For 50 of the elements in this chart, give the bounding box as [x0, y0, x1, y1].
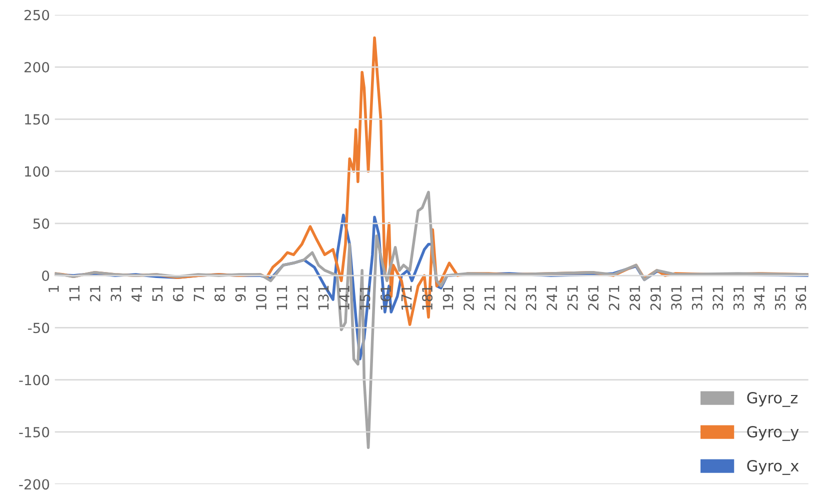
y-tick-label: -150 — [19, 426, 50, 438]
x-tick-label: 11 — [69, 286, 80, 301]
x-tick-label: 241 — [546, 286, 557, 310]
legend-label: Gyro_y — [747, 426, 799, 441]
x-tick-label: 251 — [567, 286, 578, 310]
y-tick-label: -50 — [28, 322, 50, 334]
x-tick-label: 321 — [712, 286, 724, 310]
x-tick-label: 31 — [110, 286, 122, 302]
x-tick-label: 191 — [442, 286, 454, 310]
x-tick-label: 221 — [505, 286, 516, 310]
y-tick-label: 150 — [25, 114, 50, 125]
x-tick-label: 121 — [297, 286, 308, 310]
x-tick-label: 81 — [214, 286, 225, 302]
x-tick-label: 1 — [48, 286, 59, 292]
x-tick-label: 61 — [172, 286, 184, 302]
x-tick-label: 111 — [276, 286, 288, 310]
x-tick-label: 361 — [796, 286, 806, 310]
y-tick-label: 50 — [33, 218, 50, 229]
x-tick-label: 331 — [733, 286, 744, 310]
x-tick-label: 261 — [588, 286, 599, 310]
x-tick-label: 281 — [630, 286, 640, 310]
legend-label: Gyro_z — [747, 392, 798, 407]
legend-label: Gyro_x — [747, 460, 799, 475]
x-tick-label: 311 — [692, 286, 702, 310]
x-tick-label: 231 — [526, 286, 536, 310]
x-tick-label: 91 — [235, 286, 246, 302]
x-tick-label: 21 — [90, 286, 100, 302]
x-tick-label: 41 — [132, 286, 142, 302]
y-tick-label: -100 — [19, 374, 50, 386]
x-tick-label: 101 — [256, 286, 266, 310]
x-tick-label: 171 — [401, 286, 412, 310]
y-tick-label: 100 — [25, 166, 50, 177]
y-tick-label: 200 — [24, 62, 50, 72]
y-tick-label: 0 — [42, 270, 50, 282]
y-tick-label: 250 — [24, 10, 50, 20]
x-tick-label: 141 — [339, 286, 350, 310]
x-tick-label: 151 — [360, 286, 370, 310]
x-tick-label: 131 — [318, 286, 329, 310]
x-tick-label: 291 — [650, 286, 661, 310]
x-tick-label: 351 — [774, 286, 786, 310]
x-tick-label: 201 — [464, 286, 474, 310]
x-tick-label: 181 — [422, 286, 433, 310]
x-tick-label: 341 — [754, 286, 765, 310]
x-tick-label: 71 — [194, 286, 204, 302]
x-tick-label: 211 — [484, 286, 495, 310]
x-tick-label: 51 — [152, 286, 163, 302]
x-tick-label: 161 — [380, 286, 392, 310]
x-tick-label: 271 — [608, 286, 620, 310]
y-tick-label: -200 — [19, 479, 50, 490]
x-tick-label: 301 — [671, 286, 682, 310]
